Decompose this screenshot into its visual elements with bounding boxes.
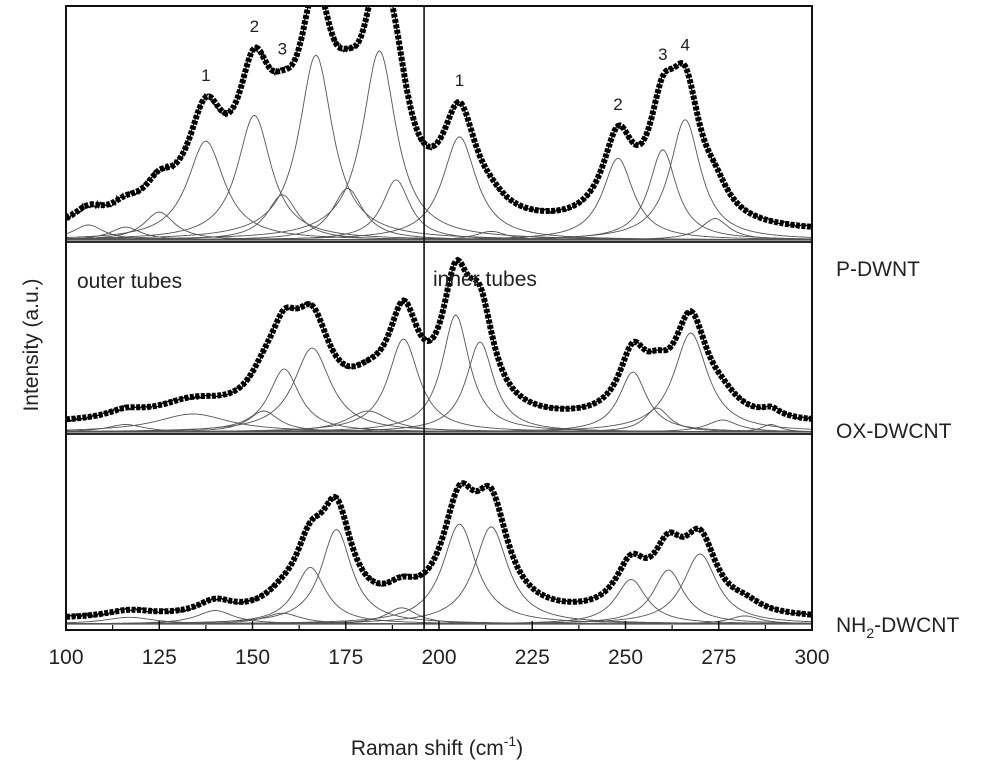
x-tick-label-250: 250 [608, 646, 643, 669]
sample-label-1: P-DWNT [836, 258, 920, 281]
x-tick-label-100: 100 [48, 646, 83, 669]
panel-1-peak-label-1: 1 [201, 66, 210, 85]
measured-spectra-layer [64, 0, 813, 620]
x-tick-label-175: 175 [328, 646, 363, 669]
sample-label-3: NH2-DWCNT [836, 614, 959, 641]
x-tick-label-275: 275 [701, 646, 736, 669]
region-label-inner-tubes: inner tubes [433, 268, 537, 291]
sample-label-2: OX-DWCNT [836, 420, 952, 443]
panel-2-fitted-envelope [65, 256, 813, 423]
panel-1-peak-label-3: 3 [278, 39, 287, 58]
x-axis-ticks: 100 125 150 175 200 225 250 275 300 [48, 621, 830, 669]
panel-1-peak-label-1: 1 [455, 71, 464, 90]
x-tick-label-200: 200 [421, 646, 456, 669]
fit-curves-layer [65, 50, 813, 625]
panel-1-fitted-envelope [64, 0, 813, 230]
region-label-outer-tubes: outer tubes [77, 270, 182, 293]
left-mask [0, 0, 66, 766]
x-tick-label-300: 300 [794, 646, 829, 669]
panel-1-peak-label-4: 4 [680, 35, 689, 54]
x-tick-label-125: 125 [142, 646, 177, 669]
panel-1-peak-label-2: 2 [613, 95, 622, 114]
panel-1-peak-label-3: 3 [658, 45, 667, 64]
y-axis-title: Intensity (a.u.) [20, 278, 43, 411]
panel-3-fitted-envelope [65, 480, 813, 620]
x-axis-title: Raman shift (cm-1) [351, 733, 523, 760]
panel-1-fit-peak-16 [66, 218, 812, 241]
panel-1-peak-label-2: 2 [250, 17, 259, 36]
x-tick-label-150: 150 [235, 646, 270, 669]
x-tick-label-225: 225 [515, 646, 550, 669]
panel-2-fit-peak-14 [66, 424, 813, 433]
top-mask [66, 0, 812, 6]
right-mask [812, 0, 1000, 766]
